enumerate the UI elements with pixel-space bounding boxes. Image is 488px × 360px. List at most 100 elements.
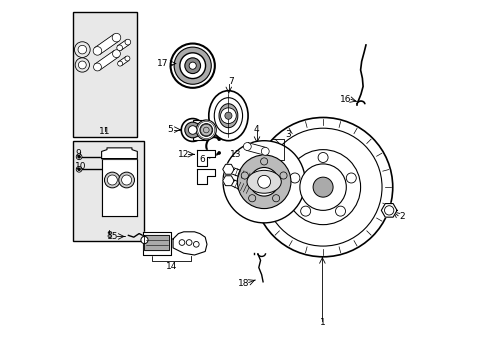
- Polygon shape: [142, 232, 171, 255]
- Circle shape: [243, 143, 251, 150]
- Ellipse shape: [219, 104, 237, 128]
- Text: 2: 2: [398, 212, 404, 221]
- Circle shape: [189, 62, 196, 69]
- Polygon shape: [227, 166, 251, 180]
- Polygon shape: [381, 203, 396, 217]
- Circle shape: [119, 172, 134, 188]
- Circle shape: [317, 153, 327, 162]
- Text: 14: 14: [165, 262, 177, 271]
- Circle shape: [180, 53, 205, 78]
- Polygon shape: [222, 164, 234, 174]
- Bar: [192, 120, 206, 140]
- Text: 10: 10: [74, 162, 86, 171]
- Circle shape: [312, 177, 332, 197]
- Circle shape: [253, 117, 392, 257]
- Bar: [102, 158, 137, 216]
- Circle shape: [196, 120, 216, 140]
- Circle shape: [78, 45, 86, 54]
- Circle shape: [141, 237, 148, 244]
- Text: 18: 18: [237, 279, 249, 288]
- Circle shape: [112, 50, 120, 58]
- Ellipse shape: [208, 91, 247, 141]
- Text: 9: 9: [75, 149, 81, 158]
- Circle shape: [74, 42, 90, 58]
- Circle shape: [193, 242, 199, 247]
- Text: 16: 16: [340, 95, 351, 104]
- Text: 12: 12: [178, 150, 189, 159]
- Circle shape: [122, 175, 131, 185]
- Text: 15: 15: [106, 232, 118, 241]
- Bar: [73, 12, 137, 137]
- Circle shape: [237, 155, 290, 208]
- Polygon shape: [197, 169, 215, 184]
- Circle shape: [117, 61, 122, 66]
- Circle shape: [104, 172, 120, 188]
- Circle shape: [335, 206, 345, 216]
- Circle shape: [107, 175, 117, 185]
- Polygon shape: [144, 235, 169, 249]
- Circle shape: [93, 63, 101, 71]
- Circle shape: [179, 240, 184, 246]
- Circle shape: [241, 172, 248, 179]
- Polygon shape: [95, 50, 119, 70]
- Circle shape: [299, 164, 346, 210]
- Circle shape: [220, 108, 236, 123]
- Circle shape: [248, 195, 255, 202]
- Text: 4: 4: [253, 125, 258, 134]
- Text: 6: 6: [199, 155, 205, 164]
- Circle shape: [384, 206, 393, 215]
- Circle shape: [78, 168, 81, 171]
- Circle shape: [174, 47, 211, 84]
- Circle shape: [78, 61, 86, 69]
- Text: 5: 5: [167, 125, 173, 134]
- Ellipse shape: [246, 170, 281, 193]
- Circle shape: [112, 33, 121, 42]
- Circle shape: [186, 240, 192, 246]
- Circle shape: [125, 39, 130, 45]
- Polygon shape: [246, 143, 266, 155]
- Polygon shape: [226, 178, 250, 193]
- Circle shape: [124, 56, 130, 61]
- Circle shape: [224, 112, 231, 119]
- Circle shape: [93, 47, 102, 55]
- Circle shape: [260, 158, 267, 165]
- Circle shape: [279, 172, 286, 179]
- Polygon shape: [222, 176, 234, 186]
- Polygon shape: [102, 148, 137, 158]
- Polygon shape: [119, 57, 128, 66]
- Circle shape: [300, 206, 310, 216]
- Circle shape: [181, 118, 203, 141]
- Polygon shape: [95, 34, 119, 54]
- Circle shape: [76, 154, 82, 159]
- Circle shape: [117, 45, 122, 51]
- Circle shape: [76, 166, 82, 172]
- Text: 1: 1: [319, 318, 325, 327]
- Circle shape: [272, 195, 279, 202]
- Polygon shape: [118, 40, 129, 50]
- Circle shape: [78, 156, 81, 158]
- Circle shape: [264, 128, 381, 246]
- Circle shape: [346, 173, 356, 183]
- Polygon shape: [173, 232, 206, 255]
- Circle shape: [184, 58, 200, 73]
- Text: 17: 17: [157, 59, 168, 68]
- Circle shape: [75, 58, 89, 72]
- Circle shape: [289, 173, 299, 183]
- Ellipse shape: [214, 98, 242, 134]
- Circle shape: [257, 175, 270, 188]
- Text: 8: 8: [106, 231, 111, 240]
- Text: 13: 13: [230, 150, 241, 159]
- Polygon shape: [197, 150, 215, 166]
- Bar: [73, 141, 144, 241]
- Circle shape: [217, 152, 220, 154]
- Circle shape: [188, 126, 197, 134]
- Circle shape: [184, 122, 200, 138]
- Circle shape: [200, 123, 212, 136]
- Circle shape: [170, 44, 214, 88]
- Circle shape: [217, 138, 220, 141]
- Circle shape: [223, 141, 305, 223]
- Text: 11: 11: [99, 127, 111, 136]
- Text: 3: 3: [285, 130, 291, 139]
- Circle shape: [285, 150, 360, 225]
- Text: 7: 7: [227, 77, 233, 86]
